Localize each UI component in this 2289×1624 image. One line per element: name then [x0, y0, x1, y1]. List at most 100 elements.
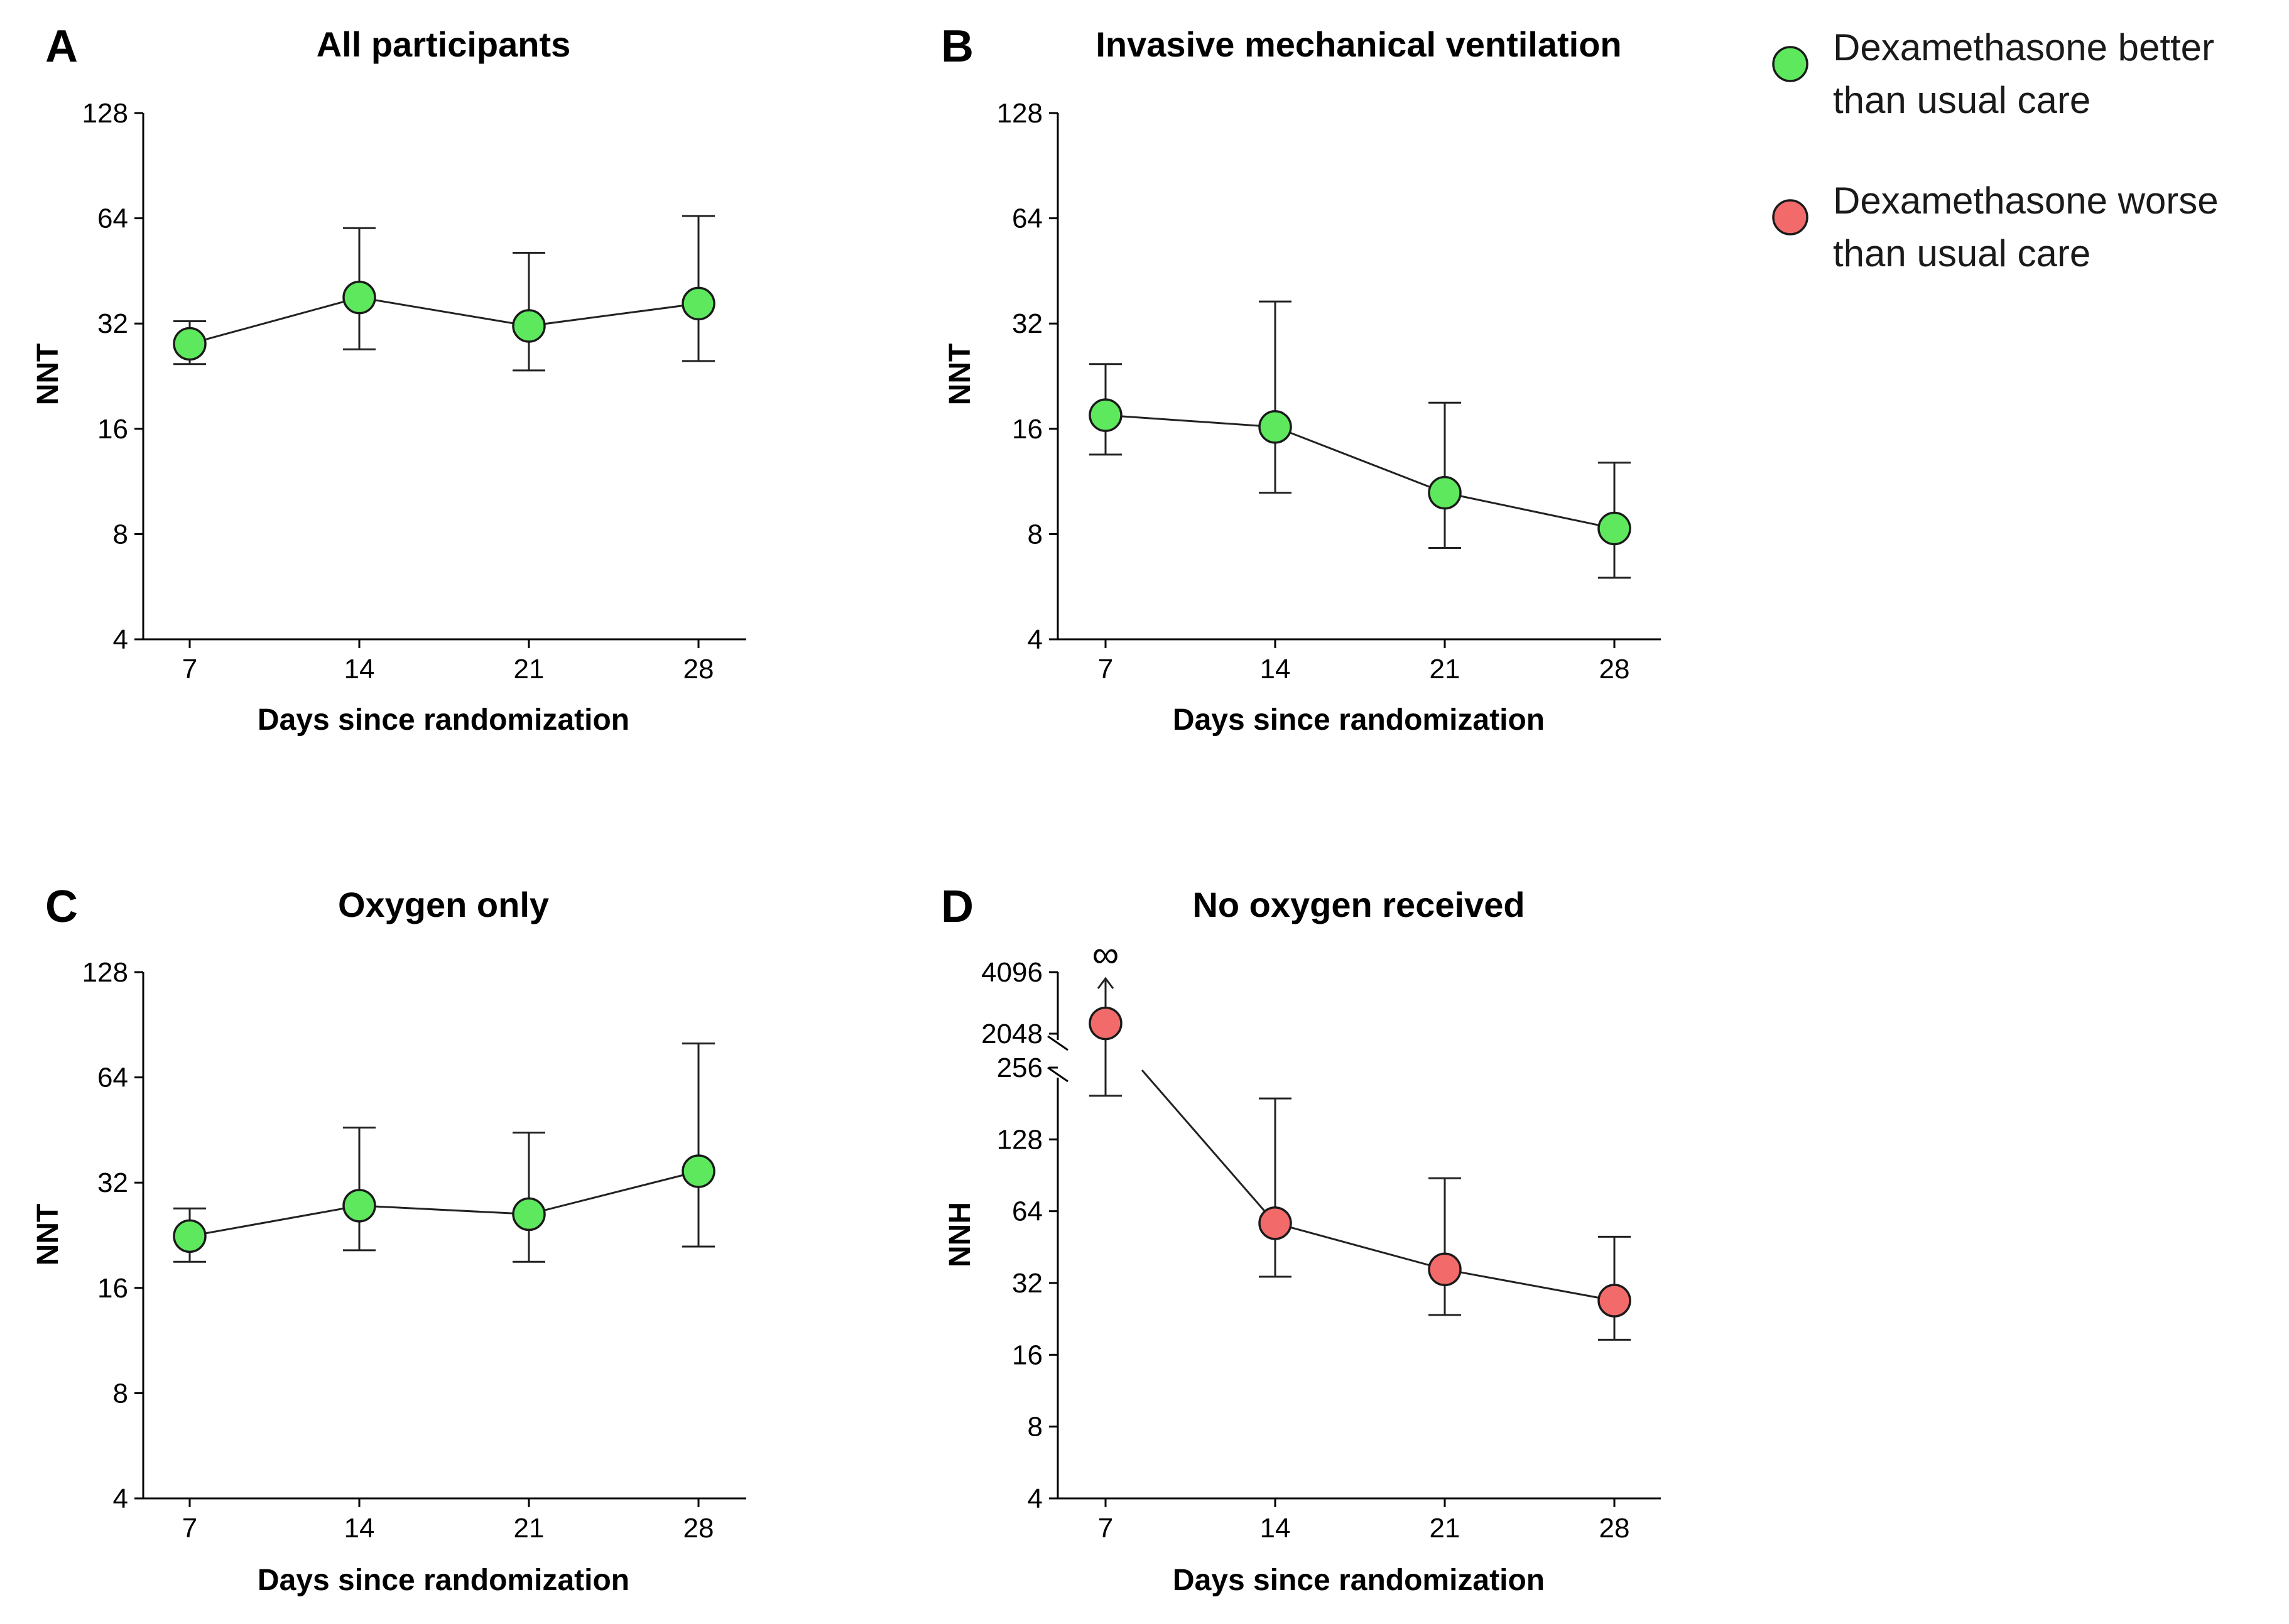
- legend-label-worse-line1: Dexamethasone worse: [1833, 180, 2219, 222]
- panel-a-ytick-label: 8: [113, 519, 128, 549]
- panel-d-y-axis-label: NNH: [943, 1202, 977, 1267]
- panel-c-xtick-label: 14: [344, 1513, 375, 1544]
- panel-b-x-axis-label: Days since randomization: [1173, 703, 1545, 737]
- panel-letter-d: D: [941, 882, 974, 932]
- legend-label-better-line2: than usual care: [1833, 79, 2091, 121]
- panel-b-xtick-label: 7: [1098, 654, 1113, 685]
- panel-d-ytick-label: 64: [1012, 1196, 1043, 1227]
- panel-b-series-line: [1105, 414, 1615, 529]
- panel-b-title: Invasive mechanical ventilation: [1096, 24, 1621, 64]
- panel-d-xtick-label: 14: [1260, 1513, 1291, 1544]
- panel-b-y-axis-label: NNT: [943, 344, 977, 406]
- panel-c-ytick-label: 32: [97, 1167, 128, 1198]
- panel-a-y-axis-label: NNT: [31, 344, 65, 406]
- panel-a-ytick-label: 16: [97, 414, 128, 445]
- panel-a-ytick-label: 32: [97, 308, 128, 339]
- panel-a-plot: 4 8 16 32 64 128 7 14 21 28: [82, 98, 746, 685]
- panel-c: C Oxygen only NNT Days since randomizati…: [31, 882, 746, 1597]
- panel-a-data-point: [512, 309, 546, 343]
- panel-b-ytick-label: 64: [1012, 203, 1043, 234]
- panel-b-xtick-label: 14: [1260, 654, 1291, 685]
- panel-d-ytick-label: 16: [1012, 1340, 1043, 1370]
- legend-item-worse: Dexamethasone worse than usual care: [1772, 180, 2219, 274]
- panel-d-data-point: [1597, 1284, 1631, 1318]
- panel-d-ytick-label: 256: [997, 1053, 1043, 1083]
- panel-a-ytick-label: 4: [113, 624, 128, 655]
- panel-c-xtick-label: 7: [182, 1513, 197, 1544]
- panel-letter-c: C: [45, 882, 78, 932]
- panel-d-title: No oxygen received: [1192, 885, 1525, 924]
- legend-label-better-line1: Dexamethasone better: [1833, 26, 2214, 68]
- panel-d-error-arrow: [1097, 977, 1114, 989]
- panel-a-data-point: [682, 286, 715, 321]
- panel-d-xtick-label: 21: [1430, 1513, 1460, 1544]
- panel-d-data-point: [1258, 1206, 1292, 1240]
- panel-b-ytick-label: 4: [1028, 624, 1043, 655]
- panel-c-series-line: [189, 1170, 699, 1237]
- panel-d-xtick-label: 7: [1098, 1513, 1113, 1544]
- panel-b-plot: 4 8 16 32 64 128 7 14 21 28: [997, 98, 1661, 685]
- panel-b: B Invasive mechanical ventilation NNT Da…: [941, 21, 1661, 737]
- panel-b-ytick-label: 32: [1012, 308, 1043, 339]
- panel-c-xtick-label: 28: [683, 1513, 714, 1544]
- panel-a: A All participants NNT Days since random…: [31, 21, 746, 737]
- panel-c-title: Oxygen only: [338, 885, 549, 924]
- panel-a-ytick-label: 64: [97, 203, 128, 234]
- panel-c-data-point: [342, 1189, 376, 1223]
- panel-b-data-point: [1597, 511, 1631, 546]
- panel-c-ytick-label: 16: [97, 1273, 128, 1304]
- panel-b-data-point: [1428, 475, 1462, 510]
- panel-d-x-axis-label: Days since randomization: [1173, 1564, 1545, 1597]
- panel-c-data-point: [173, 1219, 207, 1253]
- panel-d-plot: 4 8 16 32 64 128 256 2048 4096 7 14 21 28 ∞: [981, 933, 1661, 1544]
- panel-c-y-axis-label: NNT: [31, 1204, 65, 1266]
- panel-letter-b: B: [941, 21, 974, 72]
- panel-b-data-point: [1258, 410, 1292, 444]
- panel-a-x-axis-label: Days since randomization: [258, 703, 629, 737]
- panel-d-data-point: [1428, 1252, 1462, 1287]
- panel-c-data-point: [512, 1197, 546, 1232]
- panel-c-data-point: [682, 1154, 715, 1188]
- panel-d: D No oxygen received NNH Days since rand…: [941, 882, 1661, 1597]
- panel-letter-a: A: [45, 21, 78, 72]
- panel-a-data-point: [342, 280, 376, 315]
- panel-a-xtick-label: 7: [182, 654, 197, 685]
- panel-a-ytick-label: 128: [82, 98, 128, 129]
- panel-d-ytick-label: 4096: [981, 957, 1043, 988]
- panel-d-ytick-label: 8: [1028, 1412, 1043, 1443]
- panel-d-axis-break-bottom: [1047, 1066, 1068, 1083]
- panel-a-xtick-label: 21: [514, 654, 545, 685]
- panel-c-x-axis-label: Days since randomization: [258, 1564, 629, 1597]
- panel-a-data-point: [173, 327, 207, 361]
- legend-label-worse-line2: than usual care: [1833, 232, 2091, 274]
- panel-b-ytick-label: 16: [1012, 414, 1043, 445]
- panel-c-plot: 4 8 16 32 64 128 7 14 21 28: [82, 957, 746, 1544]
- panel-b-ytick-label: 128: [997, 98, 1043, 129]
- panel-d-ytick-label: 2048: [981, 1019, 1043, 1049]
- panel-a-xtick-label: 28: [683, 654, 714, 685]
- panel-c-ytick-label: 64: [97, 1063, 128, 1093]
- panel-d-axis-break-top: [1047, 1035, 1068, 1051]
- panel-b-xtick-label: 28: [1599, 654, 1630, 685]
- legend-swatch-better: [1772, 46, 1808, 82]
- panel-c-ytick-label: 128: [82, 957, 128, 988]
- panel-a-series-line: [189, 296, 699, 345]
- panel-b-data-point: [1089, 398, 1123, 432]
- panel-d-ytick-label: 4: [1028, 1483, 1043, 1514]
- panel-c-xtick-label: 21: [514, 1513, 545, 1544]
- panel-b-ytick-label: 8: [1028, 519, 1043, 549]
- panel-c-ytick-label: 8: [113, 1378, 128, 1409]
- panel-d-series-line: [1141, 1069, 1615, 1302]
- legend: Dexamethasone better than usual care Dex…: [1772, 26, 2219, 274]
- panel-a-title: All participants: [317, 24, 571, 64]
- panel-d-data-point: [1089, 1006, 1123, 1041]
- panel-d-ytick-label: 128: [997, 1124, 1043, 1155]
- panel-d-ytick-label: 32: [1012, 1268, 1043, 1299]
- legend-item-better: Dexamethasone better than usual care: [1772, 26, 2214, 121]
- panel-b-xtick-label: 21: [1430, 654, 1460, 685]
- panel-c-ytick-label: 4: [113, 1483, 128, 1514]
- panel-a-xtick-label: 14: [344, 654, 375, 685]
- legend-swatch-worse: [1772, 199, 1808, 235]
- panel-d-xtick-label: 28: [1599, 1513, 1630, 1544]
